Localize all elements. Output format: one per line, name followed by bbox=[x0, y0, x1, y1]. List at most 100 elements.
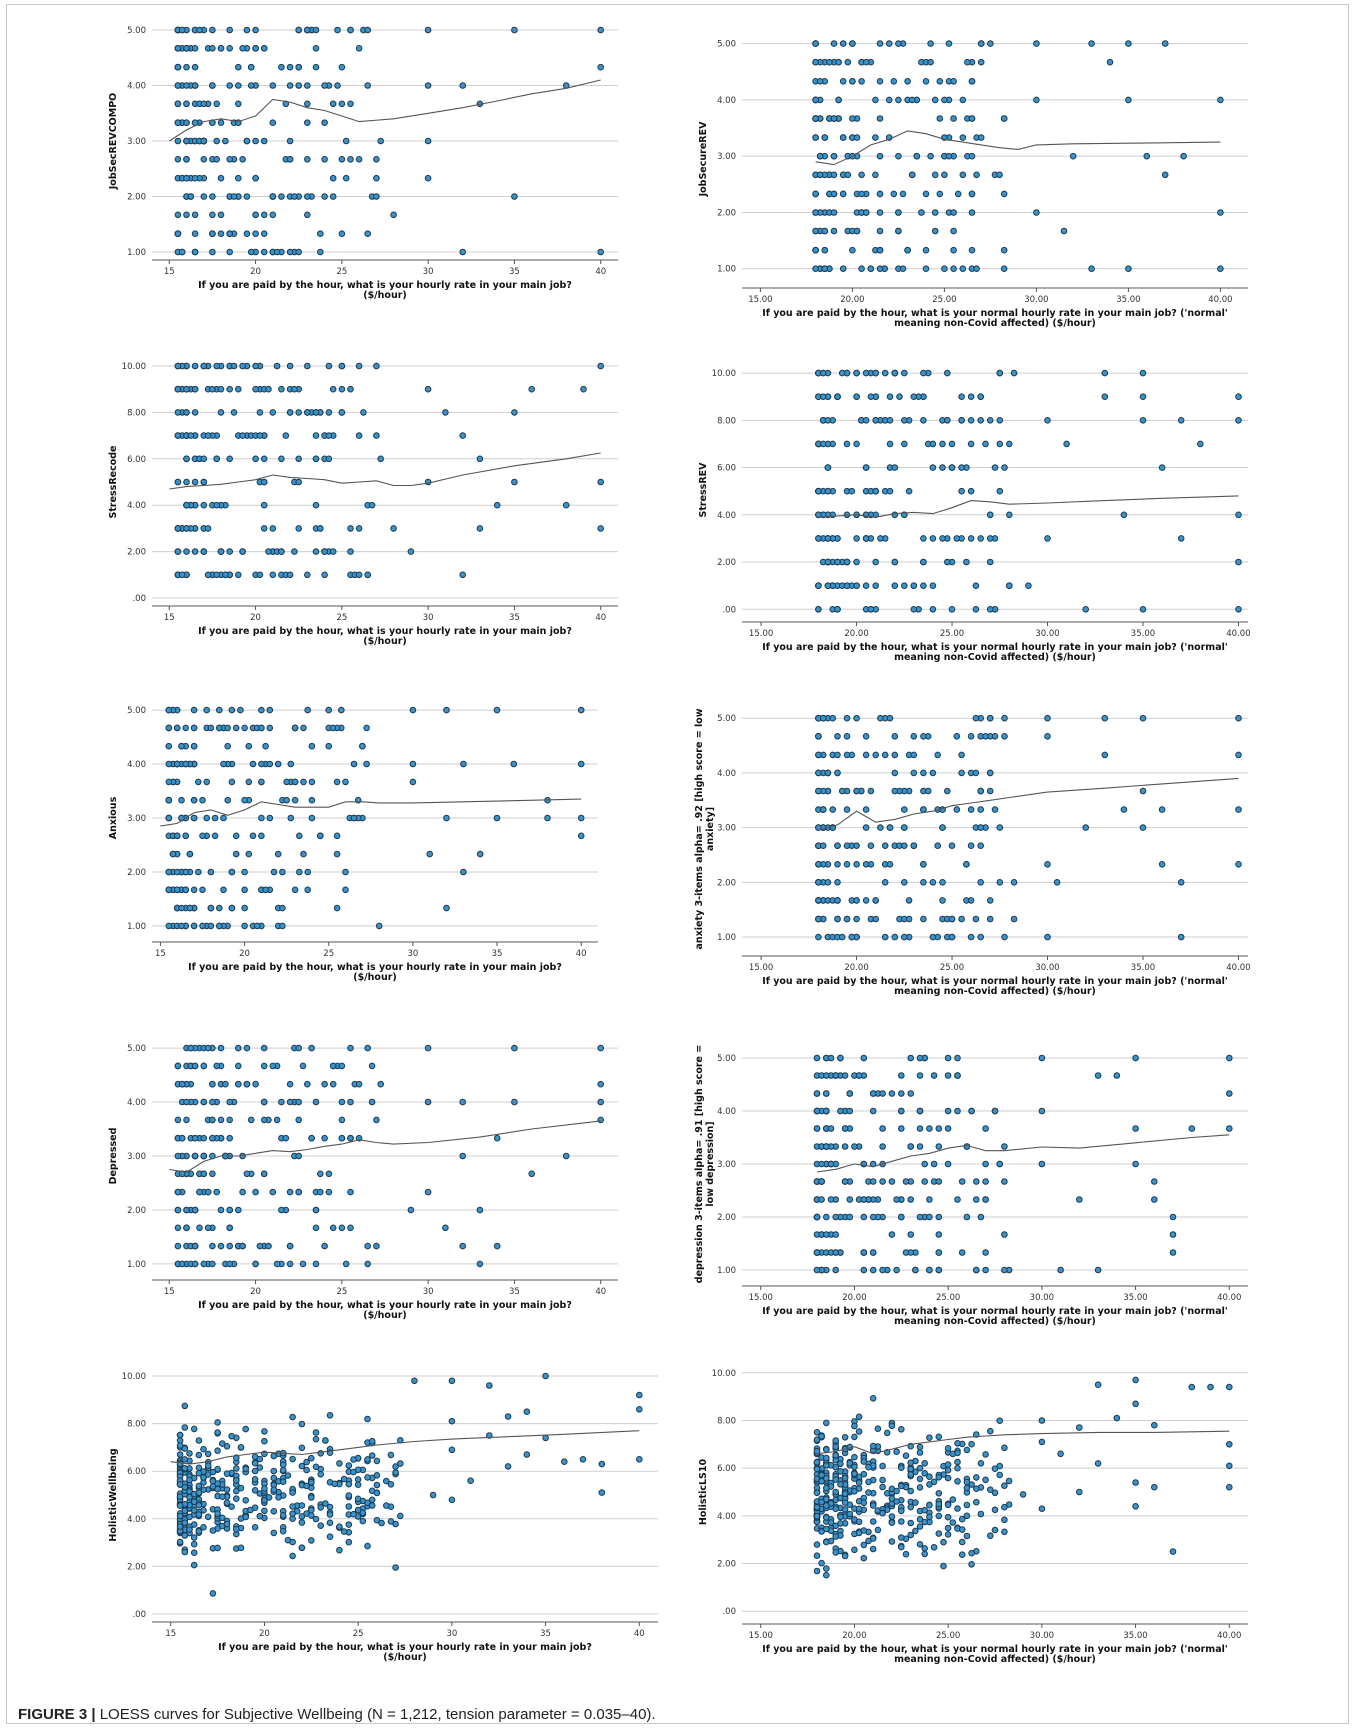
data-point bbox=[901, 582, 908, 589]
data-point bbox=[338, 156, 346, 163]
data-point bbox=[345, 1462, 353, 1469]
data-point bbox=[165, 724, 173, 732]
data-point bbox=[996, 417, 1004, 424]
data-point bbox=[295, 26, 302, 34]
data-point bbox=[895, 209, 902, 216]
data-point bbox=[920, 733, 927, 740]
data-point bbox=[338, 63, 346, 71]
data-point bbox=[1139, 606, 1147, 613]
data-point bbox=[823, 1107, 830, 1115]
data-point bbox=[907, 1471, 914, 1478]
data-point bbox=[182, 868, 189, 876]
data-point bbox=[224, 796, 231, 804]
data-point bbox=[195, 1470, 203, 1477]
data-point bbox=[523, 1451, 531, 1458]
y-tick-label: 5.00 bbox=[717, 1054, 736, 1064]
data-point bbox=[1158, 464, 1166, 471]
data-point bbox=[190, 1498, 198, 1505]
data-point bbox=[350, 1510, 357, 1518]
x-tick-label: 15.00 bbox=[749, 1293, 773, 1303]
data-point bbox=[173, 832, 181, 840]
data-point bbox=[1177, 417, 1185, 424]
data-point bbox=[815, 769, 822, 777]
data-point bbox=[424, 174, 432, 182]
data-point bbox=[176, 1481, 184, 1488]
data-points bbox=[815, 714, 1242, 941]
y-tick-label: 4.00 bbox=[717, 511, 736, 521]
x-tick-label: 35.00 bbox=[1131, 629, 1155, 639]
data-point bbox=[901, 440, 908, 448]
data-point bbox=[832, 1533, 839, 1540]
data-point bbox=[821, 265, 829, 272]
data-point bbox=[597, 1080, 605, 1088]
data-point bbox=[824, 879, 832, 886]
data-point bbox=[364, 82, 372, 89]
data-point bbox=[191, 385, 199, 393]
data-point bbox=[815, 879, 822, 886]
data-point bbox=[818, 1559, 825, 1567]
data-point bbox=[338, 1098, 346, 1106]
data-point bbox=[286, 1260, 294, 1268]
data-point bbox=[922, 246, 930, 254]
data-point bbox=[898, 1090, 905, 1097]
data-point bbox=[931, 209, 939, 216]
data-point bbox=[967, 393, 975, 401]
data-point bbox=[869, 1395, 877, 1402]
data-point bbox=[308, 1454, 315, 1462]
data-point bbox=[1000, 190, 1008, 198]
data-point bbox=[213, 137, 220, 145]
data-point bbox=[195, 1464, 203, 1472]
data-point bbox=[200, 478, 208, 486]
data-point bbox=[1033, 40, 1040, 47]
data-point bbox=[853, 897, 860, 904]
data-point bbox=[821, 227, 829, 235]
data-point bbox=[853, 393, 860, 401]
data-point bbox=[901, 842, 908, 849]
x-tick-label: 30 bbox=[423, 1287, 434, 1297]
x-axis-label: meaning non-Covid affected) ($/hour) bbox=[894, 1316, 1096, 1327]
y-tick-label: 4.00 bbox=[127, 1098, 146, 1108]
data-point bbox=[851, 1463, 858, 1471]
y-tick-label: .00 bbox=[722, 605, 736, 615]
data-point bbox=[991, 806, 999, 813]
data-point bbox=[174, 1206, 182, 1214]
data-point bbox=[347, 26, 354, 34]
data-point bbox=[815, 751, 822, 759]
data-point bbox=[174, 119, 182, 126]
data-point bbox=[181, 1483, 189, 1491]
data-point bbox=[183, 548, 190, 555]
data-point bbox=[174, 525, 182, 532]
data-point bbox=[486, 1382, 493, 1389]
data-point bbox=[968, 115, 976, 122]
data-point bbox=[901, 879, 908, 886]
data-point bbox=[169, 850, 177, 858]
data-point bbox=[183, 385, 190, 393]
data-point bbox=[260, 248, 268, 256]
data-point bbox=[178, 1080, 186, 1088]
data-point bbox=[321, 119, 328, 126]
y-axis-label: Anxious bbox=[108, 796, 119, 839]
data-point bbox=[363, 724, 370, 732]
data-point bbox=[467, 1477, 474, 1484]
data-point bbox=[216, 706, 223, 714]
data-point bbox=[977, 58, 985, 66]
x-tick-label: 30.00 bbox=[1030, 1293, 1054, 1303]
data-point bbox=[920, 769, 927, 777]
data-point bbox=[223, 1520, 231, 1528]
data-point bbox=[991, 1526, 999, 1534]
data-point bbox=[935, 1266, 943, 1274]
data-point bbox=[929, 879, 937, 886]
data-point bbox=[986, 558, 994, 566]
data-point bbox=[460, 868, 467, 876]
data-point bbox=[824, 769, 832, 777]
data-point bbox=[841, 1072, 849, 1079]
data-point bbox=[830, 227, 838, 235]
data-point bbox=[237, 1544, 245, 1552]
data-point bbox=[879, 1483, 886, 1491]
data-point bbox=[1188, 1125, 1196, 1132]
data-point bbox=[1177, 879, 1185, 886]
data-point bbox=[886, 714, 894, 722]
x-tick-label: 20.00 bbox=[842, 1293, 866, 1303]
